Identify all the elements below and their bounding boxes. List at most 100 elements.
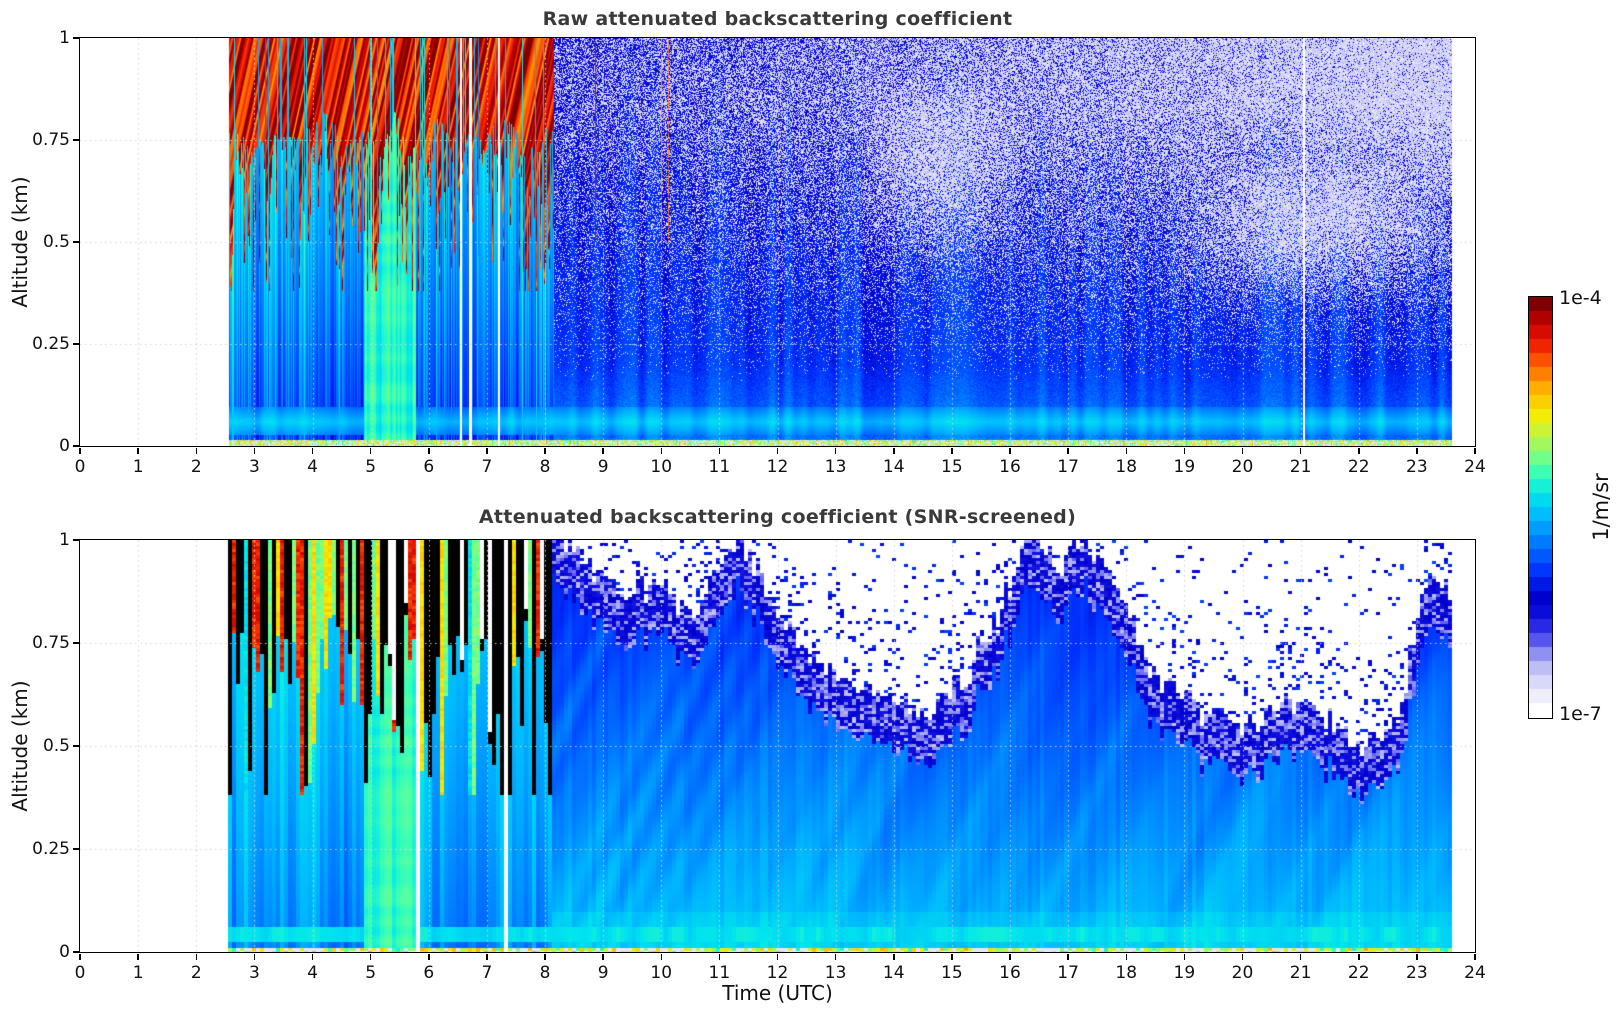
- x-tick-mark: [660, 447, 662, 454]
- x-tick-mark: [1241, 953, 1244, 960]
- x-tick-label: 15: [941, 457, 963, 477]
- colorbar-min-label: 1e-7: [1559, 703, 1602, 725]
- x-tick-label: 14: [882, 963, 905, 983]
- x-tick-label: 17: [1057, 457, 1079, 477]
- x-tick-mark: [137, 447, 139, 454]
- raw-heatmap-canvas: [79, 37, 1475, 446]
- x-tick-mark: [1183, 447, 1186, 454]
- x-tick-mark: [776, 447, 779, 454]
- x-tick-label: 7: [481, 963, 493, 983]
- raw-heatmap-panel: [78, 36, 1476, 447]
- x-tick-label: 22: [1347, 963, 1370, 983]
- x-tick-label: 13: [824, 457, 847, 477]
- x-tick-mark: [428, 447, 430, 454]
- x-tick-label: 8: [539, 963, 551, 983]
- x-tick-mark: [1241, 447, 1244, 454]
- y-tick-mark: [72, 139, 79, 141]
- x-tick-label: 21: [1289, 457, 1312, 477]
- x-tick-mark: [1416, 953, 1418, 960]
- x-tick-mark: [1358, 447, 1360, 454]
- x-tick-mark: [951, 953, 953, 960]
- x-tick-label: 9: [597, 457, 609, 477]
- x-tick-mark: [253, 953, 256, 960]
- x-tick-label: 12: [766, 457, 789, 477]
- y-tick-mark: [72, 539, 79, 541]
- x-tick-label: 6: [423, 457, 435, 477]
- y-tick-label: 0.25: [32, 334, 70, 354]
- x-tick-label: 7: [481, 457, 493, 477]
- x-tick-label: 19: [1173, 457, 1196, 477]
- x-tick-label: 19: [1173, 963, 1196, 983]
- x-tick-mark: [195, 953, 197, 960]
- x-tick-label: 23: [1406, 963, 1428, 983]
- x-tick-label: 20: [1231, 963, 1254, 983]
- x-tick-label: 17: [1057, 963, 1079, 983]
- x-tick-label: 18: [1115, 457, 1138, 477]
- x-tick-label: 0: [74, 457, 86, 477]
- y-tick-label: 1: [59, 530, 70, 550]
- x-tick-label: 16: [999, 457, 1021, 477]
- x-tick-mark: [369, 447, 372, 454]
- x-tick-label: 21: [1289, 963, 1312, 983]
- x-tick-label: 3: [248, 457, 260, 477]
- x-tick-mark: [1067, 447, 1069, 454]
- x-tick-label: 9: [597, 963, 609, 983]
- y-tick-mark: [72, 37, 79, 39]
- y-tick-label: 0.75: [32, 633, 70, 653]
- x-tick-label: 5: [365, 457, 377, 477]
- y-tick-mark: [72, 745, 79, 747]
- x-tick-mark: [660, 953, 662, 960]
- y-tick-label: 1: [59, 28, 70, 48]
- y-tick-label: 0: [59, 436, 70, 456]
- x-tick-mark: [544, 953, 546, 960]
- x-tick-mark: [1299, 447, 1302, 454]
- x-tick-label: 23: [1406, 457, 1428, 477]
- x-tick-label: 14: [882, 457, 905, 477]
- x-tick-label: 2: [190, 963, 202, 983]
- x-tick-mark: [195, 447, 197, 454]
- x-tick-label: 13: [824, 963, 847, 983]
- x-tick-mark: [602, 953, 604, 960]
- x-tick-mark: [137, 953, 139, 960]
- x-tick-label: 8: [539, 457, 551, 477]
- x-tick-label: 2: [190, 457, 202, 477]
- x-tick-mark: [486, 447, 488, 454]
- colorbar-unit-label: 1/m/sr: [1589, 473, 1613, 541]
- x-tick-label: 24: [1464, 963, 1486, 983]
- x-tick-mark: [544, 447, 546, 454]
- x-tick-label: 18: [1115, 963, 1138, 983]
- y-tick-label: 0.75: [32, 130, 70, 150]
- top-panel-title: Raw attenuated backscattering coefficien…: [542, 8, 1013, 30]
- x-axis-label: Time (UTC): [722, 981, 833, 1005]
- y-tick-mark: [72, 445, 79, 447]
- x-tick-mark: [718, 447, 721, 454]
- screened-heatmap-panel: [78, 538, 1476, 953]
- x-tick-mark: [79, 447, 81, 454]
- y-tick-label: 0.25: [32, 839, 70, 859]
- x-tick-label: 5: [365, 963, 377, 983]
- y-tick-mark: [72, 241, 79, 243]
- x-tick-mark: [486, 953, 488, 960]
- x-tick-label: 10: [650, 457, 673, 477]
- x-tick-mark: [834, 447, 837, 454]
- x-tick-label: 20: [1231, 457, 1254, 477]
- y-tick-mark: [72, 951, 79, 953]
- colorbar-max-label: 1e-4: [1559, 287, 1602, 309]
- x-tick-label: 12: [766, 963, 789, 983]
- x-tick-label: 24: [1464, 457, 1486, 477]
- y-tick-label: 0: [59, 942, 70, 962]
- x-tick-mark: [776, 953, 779, 960]
- x-tick-mark: [893, 953, 895, 960]
- bottom-panel-title: Attenuated backscattering coefficient (S…: [478, 506, 1077, 528]
- x-tick-mark: [1358, 953, 1360, 960]
- x-tick-mark: [253, 447, 256, 454]
- x-tick-mark: [1009, 953, 1011, 960]
- x-tick-label: 1: [132, 457, 144, 477]
- x-tick-label: 16: [999, 963, 1021, 983]
- x-tick-mark: [951, 447, 953, 454]
- x-tick-label: 0: [74, 963, 86, 983]
- x-tick-mark: [1067, 953, 1069, 960]
- x-tick-mark: [718, 953, 721, 960]
- x-tick-label: 4: [307, 457, 318, 477]
